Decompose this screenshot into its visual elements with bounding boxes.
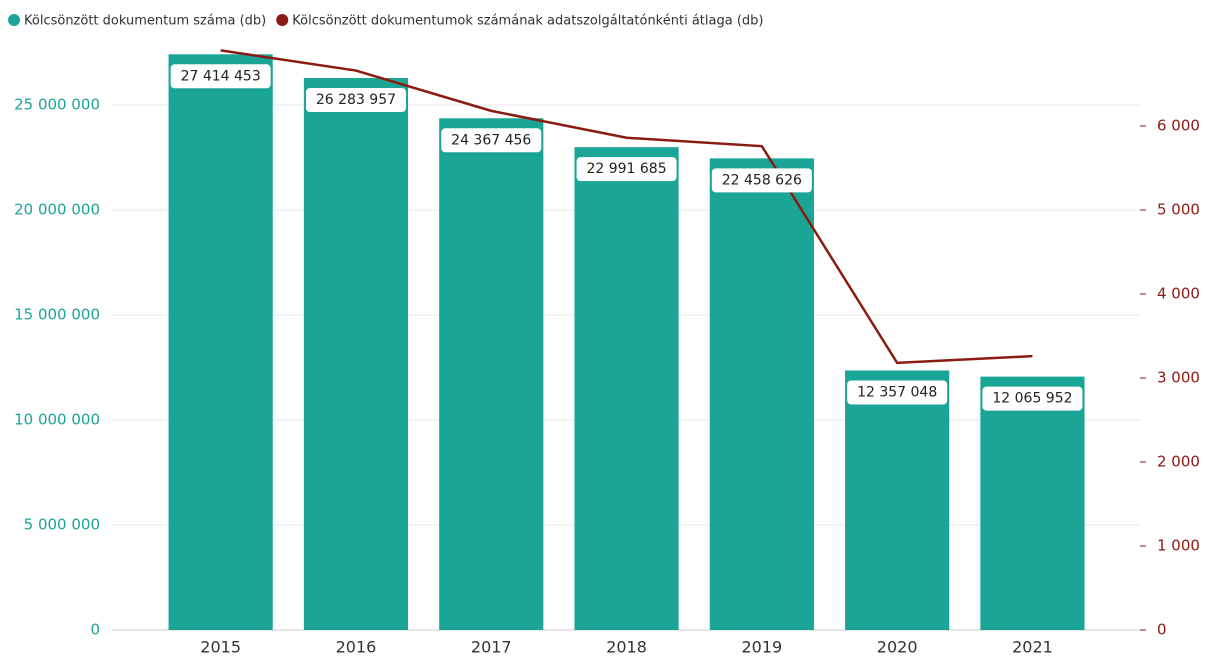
data-label: 24 367 456 — [441, 128, 542, 153]
y-tick-label: 0 — [90, 621, 100, 639]
data-label: 22 991 685 — [576, 157, 677, 182]
legend-label: Kölcsönzött dokumentumok számának adatsz… — [292, 14, 763, 29]
bar — [303, 78, 409, 630]
data-label-text: 24 367 456 — [451, 132, 531, 148]
x-tick-label: 2017 — [471, 638, 512, 656]
bar — [574, 147, 679, 630]
x-tick-label: 2015 — [200, 638, 241, 656]
data-label: 12 065 952 — [982, 386, 1083, 411]
bar — [980, 376, 1085, 630]
data-label-text: 26 283 957 — [316, 92, 396, 108]
y2-tick-label: 4 000 — [1157, 285, 1200, 303]
x-tick-label: 2019 — [741, 638, 782, 656]
y2-tick-label: 3 000 — [1157, 369, 1200, 387]
y2-tick-label: 5 000 — [1157, 201, 1200, 219]
data-label-box — [576, 157, 677, 182]
data-label-box — [711, 168, 812, 193]
bar — [845, 370, 950, 630]
y-tick-label: 10 000 000 — [14, 411, 100, 429]
data-label: 27 414 453 — [170, 64, 271, 89]
data-label-text: 27 414 453 — [181, 68, 261, 84]
data-label: 22 458 626 — [711, 168, 812, 193]
x-tick-label: 2018 — [606, 638, 647, 656]
y-tick-label: 20 000 000 — [14, 201, 100, 219]
data-label-box — [170, 64, 271, 89]
bar — [709, 158, 814, 631]
data-label-box — [441, 128, 542, 153]
data-label-box — [982, 386, 1083, 411]
bar — [168, 54, 273, 630]
x-tick-label: 2020 — [877, 638, 918, 656]
x-tick-label: 2021 — [1012, 638, 1053, 656]
y2-tick-label: 0 — [1157, 621, 1167, 639]
legend-label: Kölcsönzött dokumentum száma (db) — [24, 14, 266, 29]
data-label: 12 357 048 — [847, 380, 948, 405]
data-label-text: 12 357 048 — [857, 385, 937, 401]
y2-tick-label: 2 000 — [1157, 453, 1200, 471]
legend-marker — [8, 14, 20, 26]
bar — [439, 118, 544, 631]
data-label-box — [847, 380, 948, 405]
y-tick-label: 15 000 000 — [14, 306, 100, 324]
x-tick-label: 2016 — [336, 638, 377, 656]
data-label-text: 22 458 626 — [722, 172, 802, 188]
legend-marker — [276, 14, 289, 26]
data-label-text: 12 065 952 — [992, 391, 1072, 407]
y2-tick-label: 1 000 — [1157, 537, 1200, 555]
line — [220, 49, 1033, 365]
data-label-box — [305, 88, 406, 113]
data-label: 26 283 957 — [305, 88, 406, 113]
y-tick-label: 5 000 000 — [24, 516, 100, 534]
y2-tick-label: 6 000 — [1157, 117, 1200, 135]
data-label-text: 22 991 685 — [586, 161, 666, 177]
y-tick-label: 25 000 000 — [14, 96, 100, 114]
